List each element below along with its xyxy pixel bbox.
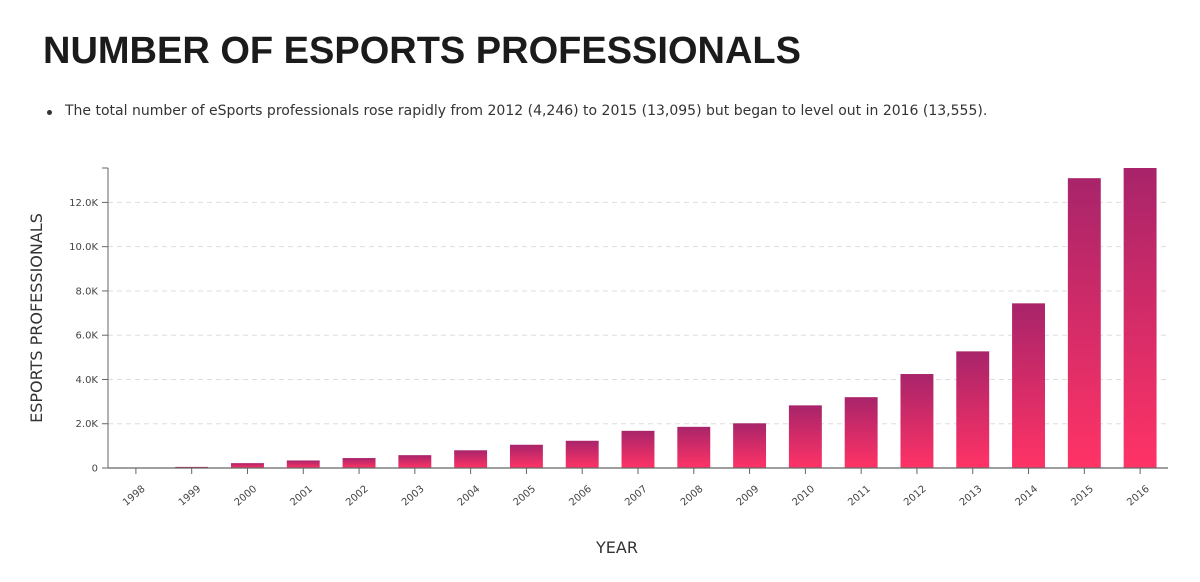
- y-tick-label: 4.0K: [76, 375, 99, 386]
- bar-2014[interactable]: [1012, 303, 1045, 468]
- x-tick-label: 2008: [679, 484, 706, 509]
- bar-2015[interactable]: [1067, 178, 1101, 469]
- x-tick-label: 1998: [121, 484, 148, 509]
- y-tick-label: 6.0K: [76, 331, 99, 342]
- y-tick-label: 12.0K: [69, 198, 98, 209]
- bar-2005[interactable]: [509, 444, 543, 468]
- y-tick-label: 8.0K: [76, 286, 99, 297]
- bar-2010[interactable]: [788, 405, 822, 468]
- x-tick-label: 2000: [233, 484, 260, 509]
- bar-2006[interactable]: [565, 440, 599, 468]
- bar-2009[interactable]: [733, 423, 767, 468]
- x-tick-label: 2016: [1125, 484, 1152, 509]
- axes: 0 2.0K 4.0K 6.0K 8.0K 10.0K 12.0K 1998 1999 2000 2…: [69, 167, 1168, 509]
- x-tick-label: 2014: [1014, 484, 1041, 509]
- page-title: NUMBER OF ESPORTS PROFESSIONALS: [43, 30, 801, 72]
- summary-item: The total number of eSports professional…: [43, 103, 987, 119]
- bars: [119, 168, 1157, 469]
- bar-2016[interactable]: [1123, 168, 1157, 468]
- bar-2002[interactable]: [342, 458, 376, 468]
- summary-list: The total number of eSports professional…: [43, 103, 987, 119]
- bar-2003[interactable]: [398, 455, 432, 468]
- x-tick-label: 2013: [958, 484, 985, 509]
- x-tick-label: 2011: [846, 484, 873, 509]
- x-tick-label: 2015: [1069, 484, 1096, 509]
- x-tick-label: 2007: [623, 484, 650, 509]
- x-axis-title: YEAR: [595, 538, 638, 557]
- bar-2001[interactable]: [286, 460, 320, 468]
- bar-2008[interactable]: [677, 426, 711, 468]
- x-tick-label: 2003: [400, 484, 427, 509]
- bar-2004[interactable]: [454, 450, 488, 468]
- bar-2013[interactable]: [956, 351, 990, 468]
- x-tick-label: 2004: [456, 484, 483, 509]
- x-tick-label: 2002: [344, 484, 371, 509]
- x-tick-label: 2001: [288, 484, 315, 509]
- x-tick-label: 2010: [790, 484, 817, 509]
- x-tick-label: 1999: [177, 484, 204, 509]
- y-axis-title: ESPORTS PROFESSIONALS: [27, 213, 46, 423]
- bar-2012[interactable]: [900, 374, 934, 468]
- bar-2007[interactable]: [621, 430, 655, 468]
- x-tick-label: 2012: [902, 484, 929, 509]
- x-tick-label: 2005: [512, 484, 539, 509]
- x-tick-label: 2009: [735, 484, 762, 509]
- bar-2000[interactable]: [231, 463, 264, 468]
- grid-lines: [108, 201, 1168, 425]
- y-tick-label: 2.0K: [76, 419, 99, 430]
- bar-2011[interactable]: [844, 397, 878, 468]
- x-tick-label: 2006: [567, 484, 594, 509]
- y-tick-label: 0: [92, 464, 98, 475]
- y-tick-label: 10.0K: [69, 242, 98, 253]
